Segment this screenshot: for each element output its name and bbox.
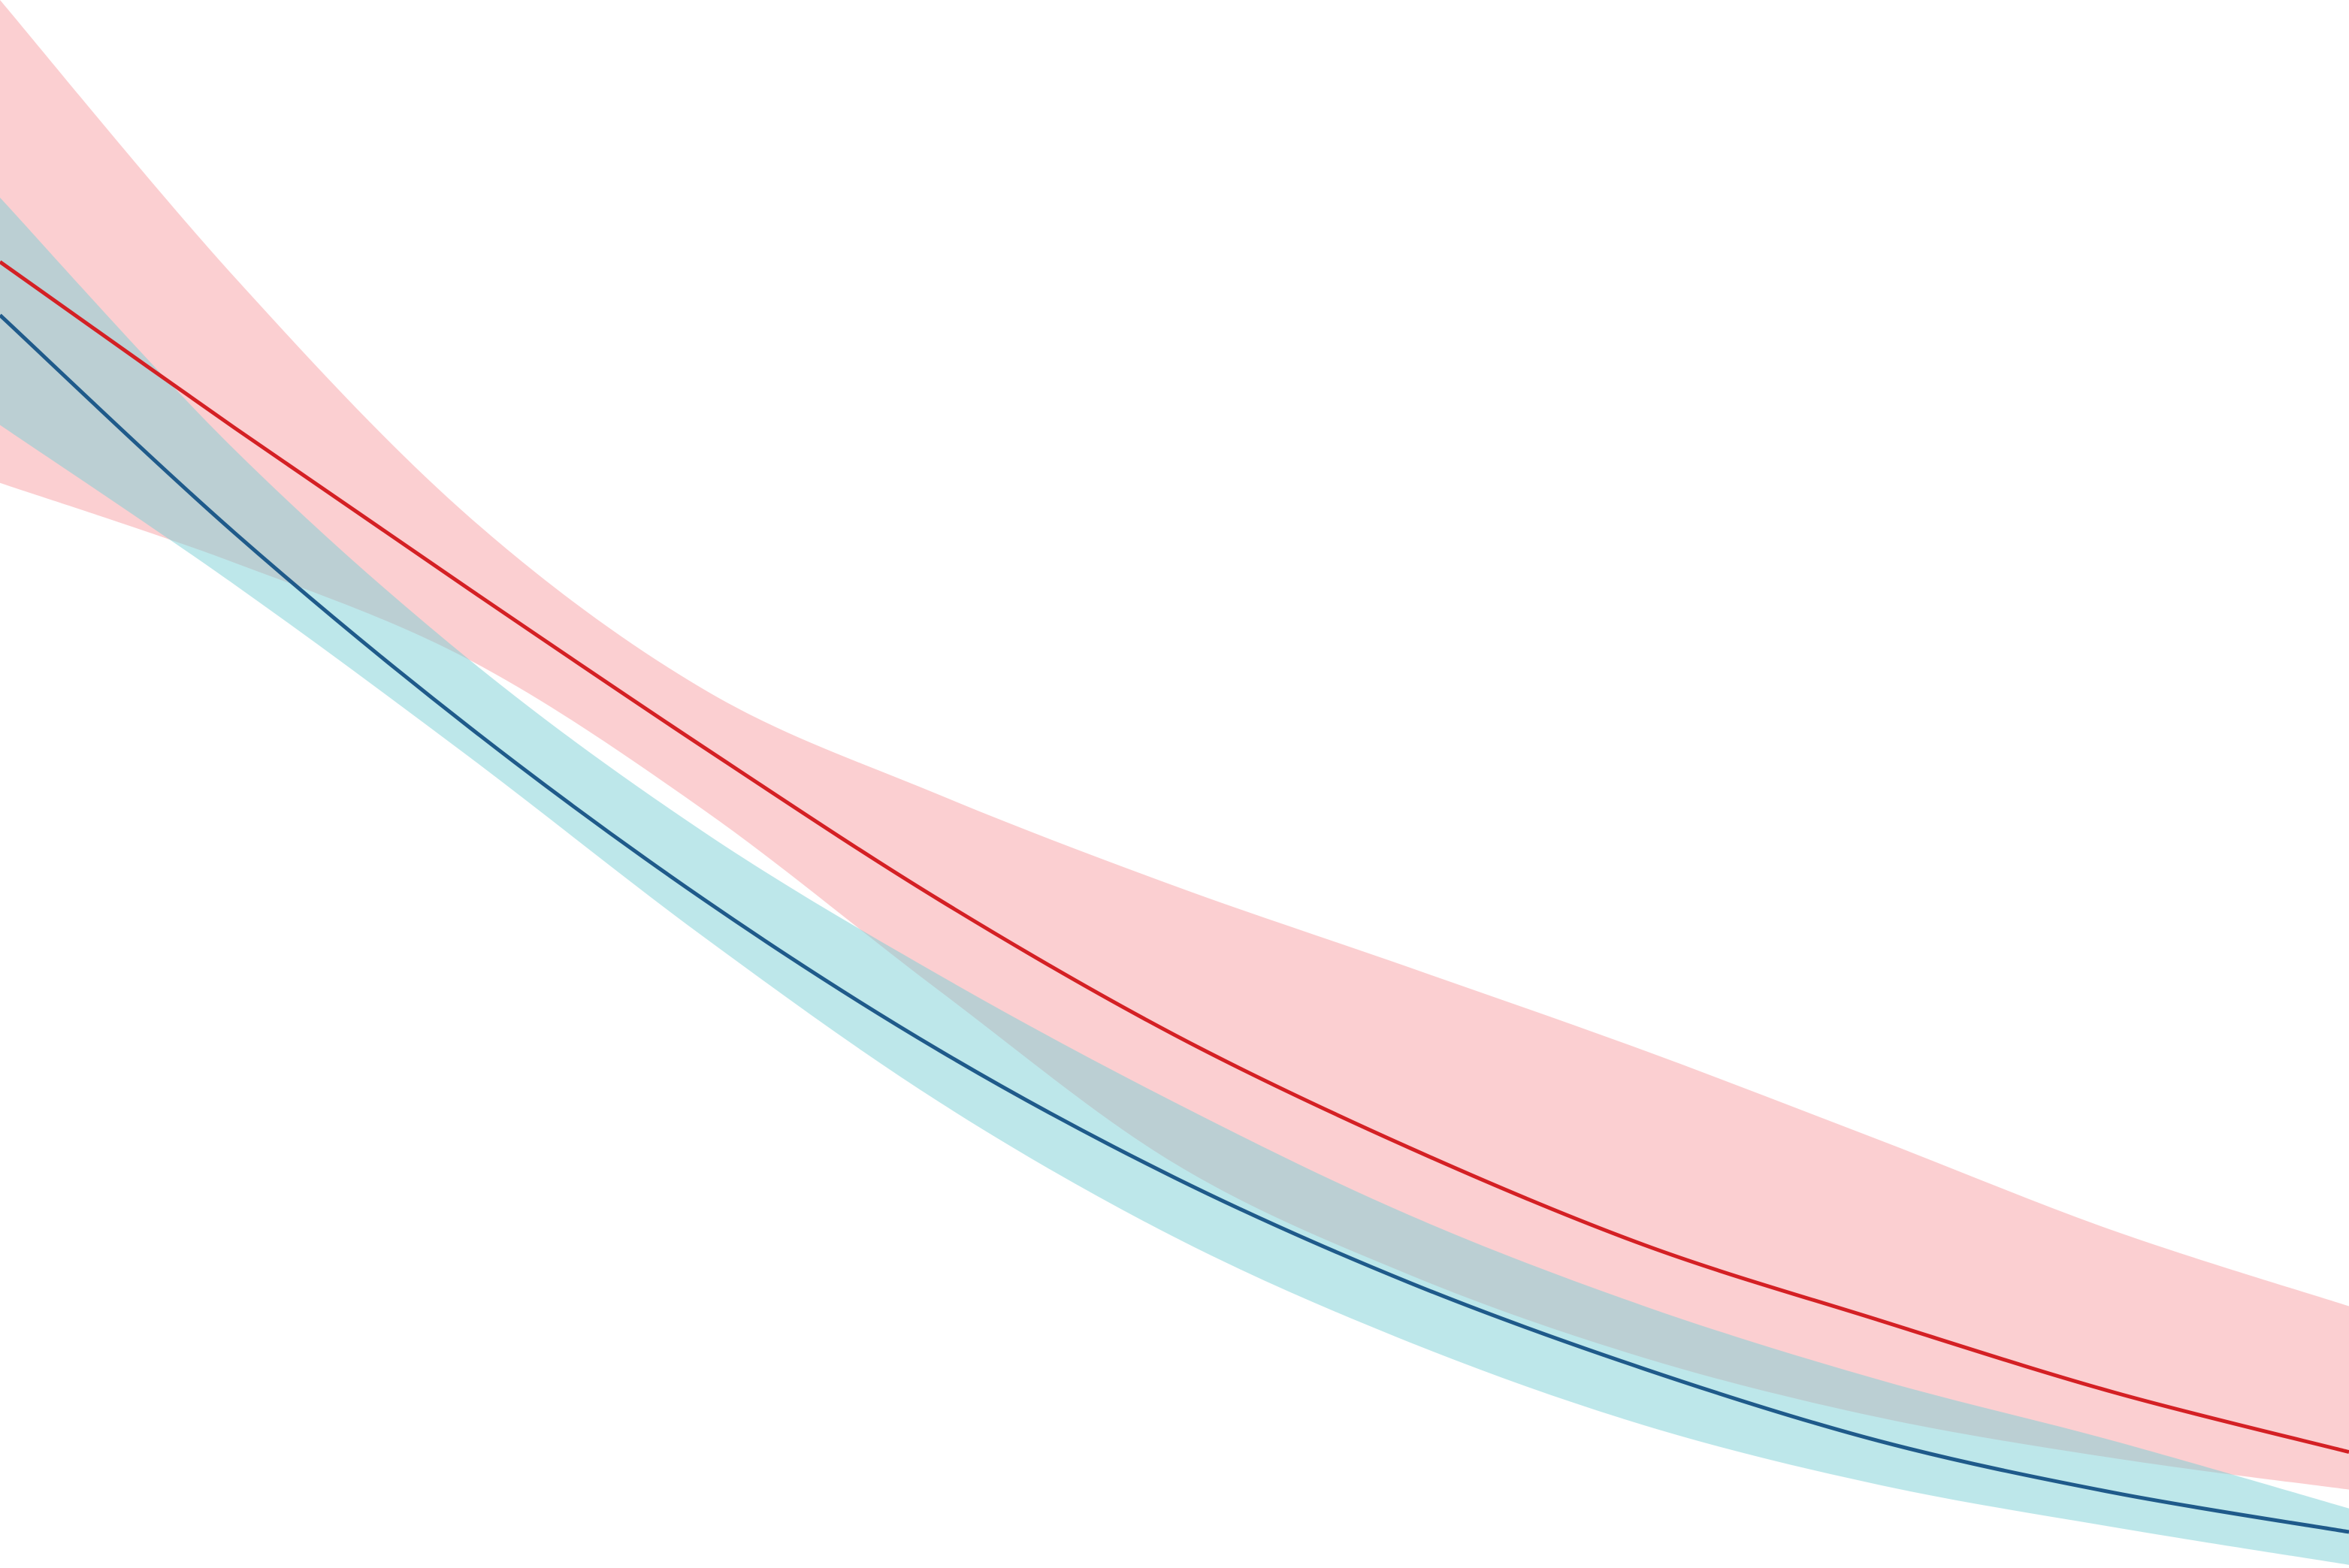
- confidence-band: [0, 0, 2349, 1490]
- line: [0, 313, 2349, 1534]
- line: [0, 260, 2349, 1454]
